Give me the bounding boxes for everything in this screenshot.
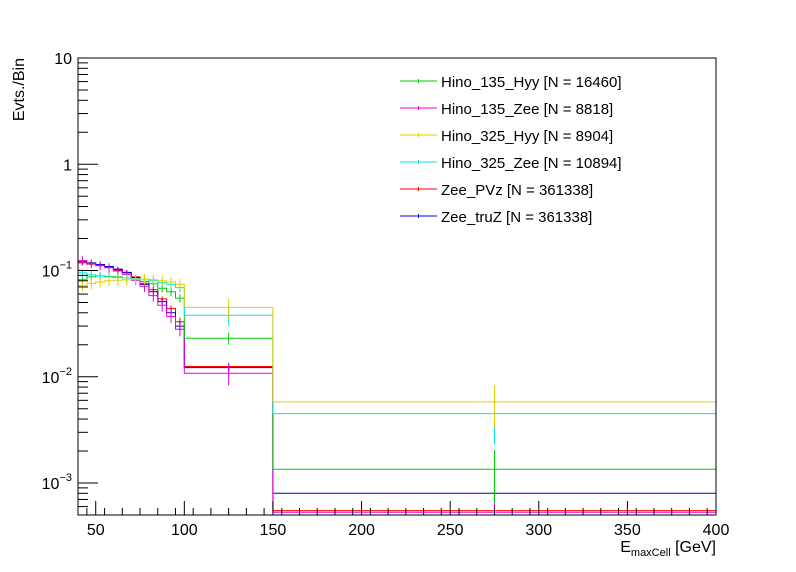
x-tick-label: 100: [171, 522, 198, 539]
legend-entry: Hino_325_Hyy [N = 8904]: [400, 128, 613, 145]
legend-entry: Hino_325_Zee [N = 10894]: [400, 155, 622, 172]
y-tick-label: 10: [54, 51, 72, 68]
series-step-line: [78, 260, 716, 513]
legend-label: Hino_325_Zee [N = 10894]: [441, 155, 622, 172]
legend-label: Zee_truZ [N = 361338]: [441, 209, 592, 226]
y-tick-exponent: −1: [59, 260, 72, 272]
x-tick-label: 350: [614, 522, 641, 539]
y-tick-label: 10−3: [42, 472, 72, 493]
legend-label: Hino_135_Zee [N = 8818]: [441, 101, 613, 118]
series-0: [78, 260, 716, 515]
x-axis-label-unit: [GeV]: [671, 539, 716, 556]
y-tick-label: 10−2: [42, 366, 72, 387]
y-tick-base: 10: [42, 264, 60, 281]
series-step-line: [78, 262, 716, 512]
series-4: [78, 269, 716, 445]
legend-label: Zee_PVz [N = 361338]: [441, 182, 593, 199]
x-axis-label: EmaxCell [GeV]: [620, 539, 716, 559]
x-axis-label-main: E: [620, 539, 631, 556]
series-step-line: [78, 275, 716, 470]
legend-entry: Hino_135_Hyy [N = 16460]: [400, 74, 622, 91]
legend-entry: Zee_truZ [N = 361338]: [400, 209, 592, 226]
y-tick-base: 10: [42, 370, 60, 387]
y-axis-label: Evts./Bin: [11, 58, 28, 121]
y-tick-exponent: −2: [59, 366, 72, 378]
x-axis-label-subscript: maxCell: [631, 547, 671, 559]
series-step-line: [78, 278, 716, 403]
x-tick-label: 250: [437, 522, 464, 539]
x-tick-label: 300: [525, 522, 552, 539]
legend-entry: Zee_PVz [N = 361338]: [400, 182, 593, 199]
series-5: [78, 274, 716, 428]
legend-entry: Hino_135_Zee [N = 8818]: [400, 101, 613, 118]
y-tick-base: 10: [42, 476, 60, 493]
x-tick-label: 50: [87, 522, 105, 539]
x-tick-label: 400: [703, 522, 730, 539]
y-tick-label: 10−1: [42, 260, 72, 281]
series-2: [78, 256, 716, 515]
series-layer: [78, 256, 716, 515]
series-step-line: [78, 261, 716, 494]
series-3: [78, 272, 716, 503]
y-tick-exponent: −3: [59, 472, 72, 484]
plot-frame: [77, 57, 717, 516]
y-tick-label: 1: [63, 157, 72, 174]
series-step-line: [78, 272, 716, 415]
legend-label: Hino_325_Hyy [N = 8904]: [441, 128, 613, 145]
x-tick-label: 200: [348, 522, 375, 539]
x-tick-label: 150: [260, 522, 287, 539]
legend: Hino_135_Hyy [N = 16460] Hino_135_Zee [N …: [400, 74, 622, 226]
legend-label: Hino_135_Hyy [N = 16460]: [441, 74, 622, 91]
